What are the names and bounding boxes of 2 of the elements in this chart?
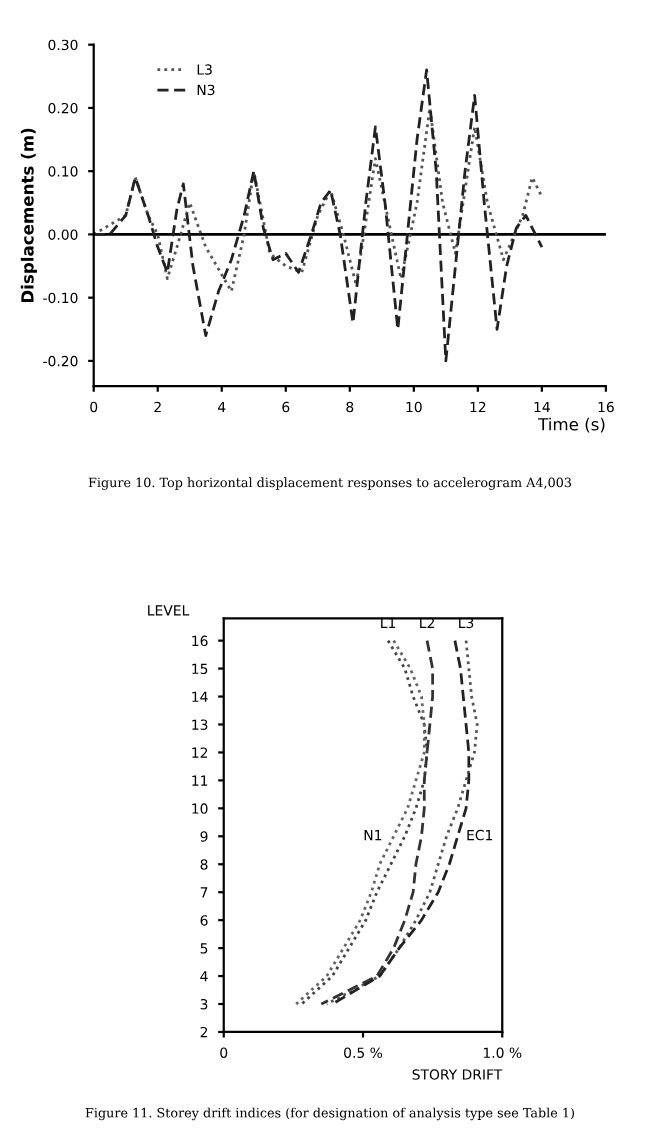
y-axis-title: Displacements (m)	[20, 128, 37, 303]
x-axis-title: Time (s)	[538, 417, 605, 433]
